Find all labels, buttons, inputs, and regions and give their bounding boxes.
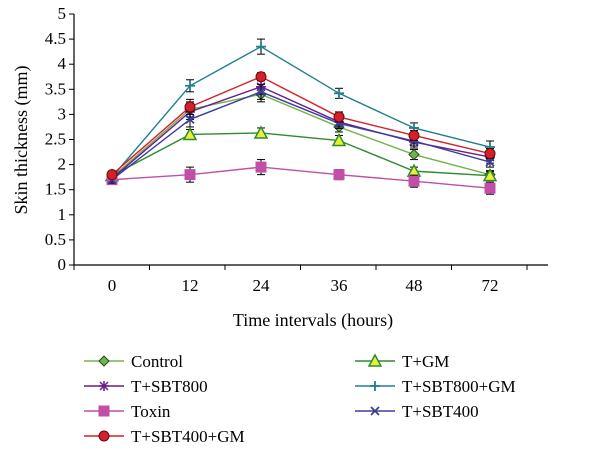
- legend-item: T+SBT800: [84, 377, 208, 396]
- data-point: [485, 157, 495, 167]
- legend-label: T+GM: [402, 352, 449, 371]
- y-tick-label: 4.5: [45, 29, 66, 48]
- data-point: [482, 168, 498, 182]
- y-axis-label: Skin thickness (mm): [11, 66, 32, 215]
- legend-item: T+GM: [355, 352, 449, 371]
- legend-marker: [370, 406, 380, 416]
- series-line: [111, 75, 491, 176]
- data-point: [484, 148, 496, 160]
- y-tick-label: 2: [58, 155, 67, 174]
- x-tick-label: 0: [108, 276, 117, 295]
- legend-item: T+SBT800+GM: [355, 377, 516, 396]
- y-tick-label: 1: [58, 205, 67, 224]
- legend-marker: [98, 405, 110, 417]
- y-tick-label: 0: [58, 255, 67, 274]
- y-tick-label: 4: [58, 54, 67, 73]
- series-t-sbt400-gm: [106, 71, 496, 181]
- series-line: [111, 45, 491, 178]
- series-t-gm: [104, 125, 498, 182]
- series-control: [106, 86, 496, 183]
- series-toxin: [106, 159, 496, 195]
- legend-label: T+SBT400: [402, 402, 479, 421]
- legend-marker: [99, 381, 109, 391]
- data-point: [408, 148, 420, 161]
- series-line: [111, 93, 491, 178]
- data-point: [333, 111, 345, 123]
- y-tick-label: 5: [58, 4, 67, 23]
- data-point: [185, 80, 195, 91]
- series-line: [111, 166, 491, 189]
- legend-item: Toxin: [84, 402, 171, 421]
- data-point: [182, 126, 198, 141]
- data-point: [184, 101, 196, 113]
- data-point: [484, 182, 496, 194]
- data-point: [406, 163, 422, 177]
- y-tick-label: 3: [58, 104, 67, 123]
- x-tick-label: 48: [406, 276, 423, 295]
- axes: [69, 13, 548, 270]
- legend-item: Control: [84, 352, 183, 371]
- y-tick-label: 0.5: [45, 230, 66, 249]
- series-group: [104, 38, 498, 195]
- data-point: [255, 161, 267, 173]
- x-tick-label: 24: [253, 276, 271, 295]
- data-point: [253, 125, 269, 139]
- data-point: [184, 169, 196, 181]
- legend: Control T+GM T+SBT800 T+SBT800+GM Toxin T+SBT…: [84, 352, 516, 446]
- x-tick-label: 72: [482, 276, 499, 295]
- legend-label: T+SBT400+GM: [131, 427, 245, 446]
- legend-marker: [98, 430, 110, 442]
- data-point: [333, 169, 345, 181]
- data-point: [106, 169, 118, 181]
- y-tick-labels: 0 0.5 1 1.5 2 2.5 3 3.5 4 4.5 5: [45, 4, 67, 274]
- legend-item: T+SBT400: [355, 402, 479, 421]
- legend-label: Toxin: [131, 402, 171, 421]
- y-tick-label: 3.5: [45, 79, 66, 98]
- legend-marker: [98, 355, 110, 367]
- legend-label: T+SBT800+GM: [402, 377, 516, 396]
- data-point: [255, 71, 267, 83]
- legend-label: Control: [131, 352, 183, 371]
- series-line: [111, 132, 491, 177]
- data-point: [256, 87, 266, 97]
- y-tick-label: 2.5: [45, 130, 66, 149]
- series-t-sbt800-gm: [107, 38, 495, 183]
- y-tick-label: 1.5: [45, 180, 66, 199]
- data-point: [408, 175, 420, 187]
- data-point: [408, 129, 420, 141]
- legend-item: T+SBT400+GM: [84, 427, 245, 446]
- data-point: [331, 132, 347, 147]
- data-point: [256, 41, 266, 52]
- legend-marker: [367, 353, 383, 367]
- legend-marker: [370, 381, 380, 391]
- data-point: [185, 114, 195, 125]
- x-tick-labels: 0 12 24 36 48 72: [108, 276, 499, 295]
- data-point: [334, 88, 344, 99]
- legend-label: T+SBT800: [131, 377, 208, 396]
- x-axis-label: Time intervals (hours): [233, 310, 393, 331]
- x-tick-label: 36: [331, 276, 348, 295]
- x-tick-label: 12: [182, 276, 199, 295]
- series-line: [111, 91, 491, 181]
